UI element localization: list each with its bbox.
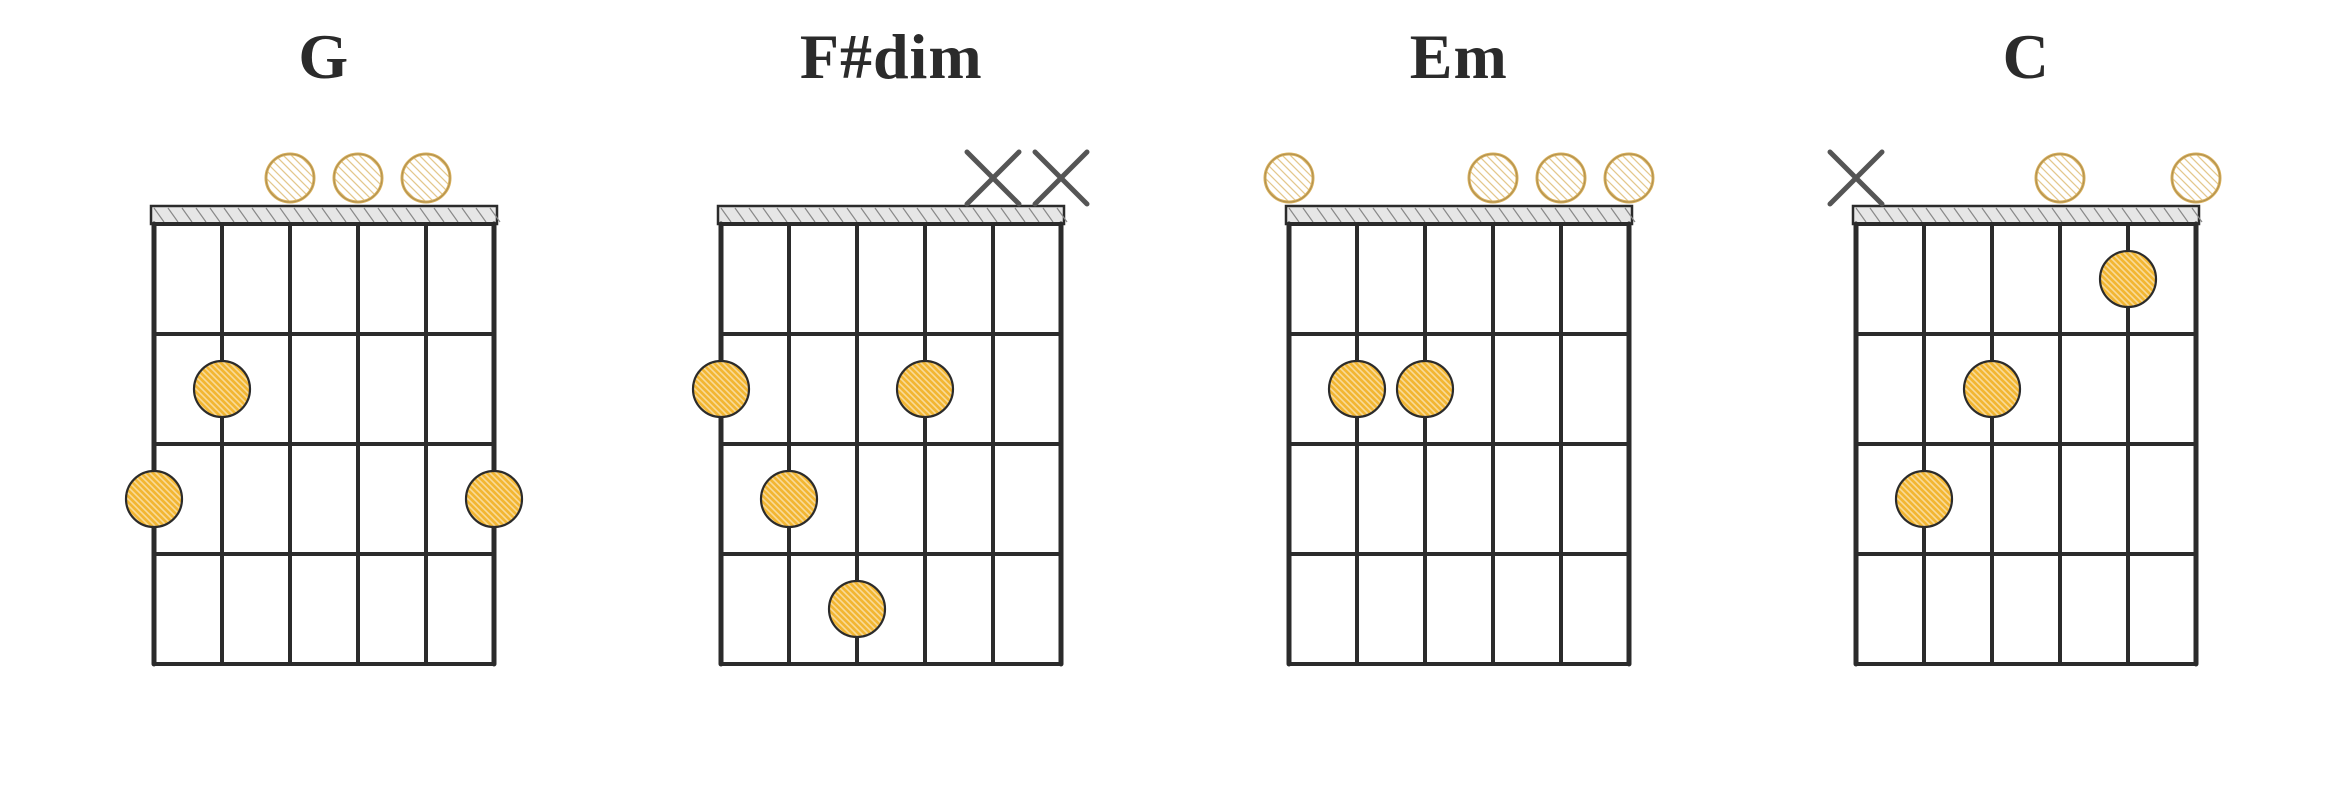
fretted-note-dot bbox=[841, 361, 1005, 417]
chord-name: F#dim bbox=[800, 20, 983, 94]
chord-box: F#dim bbox=[641, 20, 1141, 714]
chord-box: G bbox=[74, 20, 574, 714]
fretted-note-dot bbox=[1840, 471, 2004, 527]
fretted-note-dot bbox=[1908, 361, 2072, 417]
chord-diagram bbox=[1239, 134, 1679, 714]
chord-diagram bbox=[671, 134, 1111, 714]
chord-diagram bbox=[1806, 134, 2246, 714]
mute-string-marker bbox=[1035, 152, 1087, 204]
fretted-note-dot bbox=[773, 581, 937, 637]
chord-box: C bbox=[1776, 20, 2276, 714]
open-string-marker bbox=[1217, 154, 1361, 202]
fretted-note-dot bbox=[2044, 251, 2208, 307]
open-string-marker bbox=[1988, 154, 2132, 202]
chords-row: G F#dim Em C bbox=[0, 0, 2350, 800]
chord-name: G bbox=[298, 20, 349, 94]
chord-box: Em bbox=[1209, 20, 1709, 714]
open-string-marker bbox=[2124, 154, 2268, 202]
chord-name: C bbox=[2003, 20, 2050, 94]
fretted-note-dot bbox=[637, 361, 801, 417]
fretted-note-dot bbox=[705, 471, 869, 527]
mute-string-marker bbox=[967, 152, 1019, 204]
fretted-note-dot bbox=[70, 471, 234, 527]
fretted-note-dot bbox=[410, 471, 574, 527]
chord-diagram bbox=[104, 134, 544, 714]
mute-string-marker bbox=[1830, 152, 1882, 204]
chord-name: Em bbox=[1410, 20, 1508, 94]
fretted-note-dot bbox=[138, 361, 302, 417]
